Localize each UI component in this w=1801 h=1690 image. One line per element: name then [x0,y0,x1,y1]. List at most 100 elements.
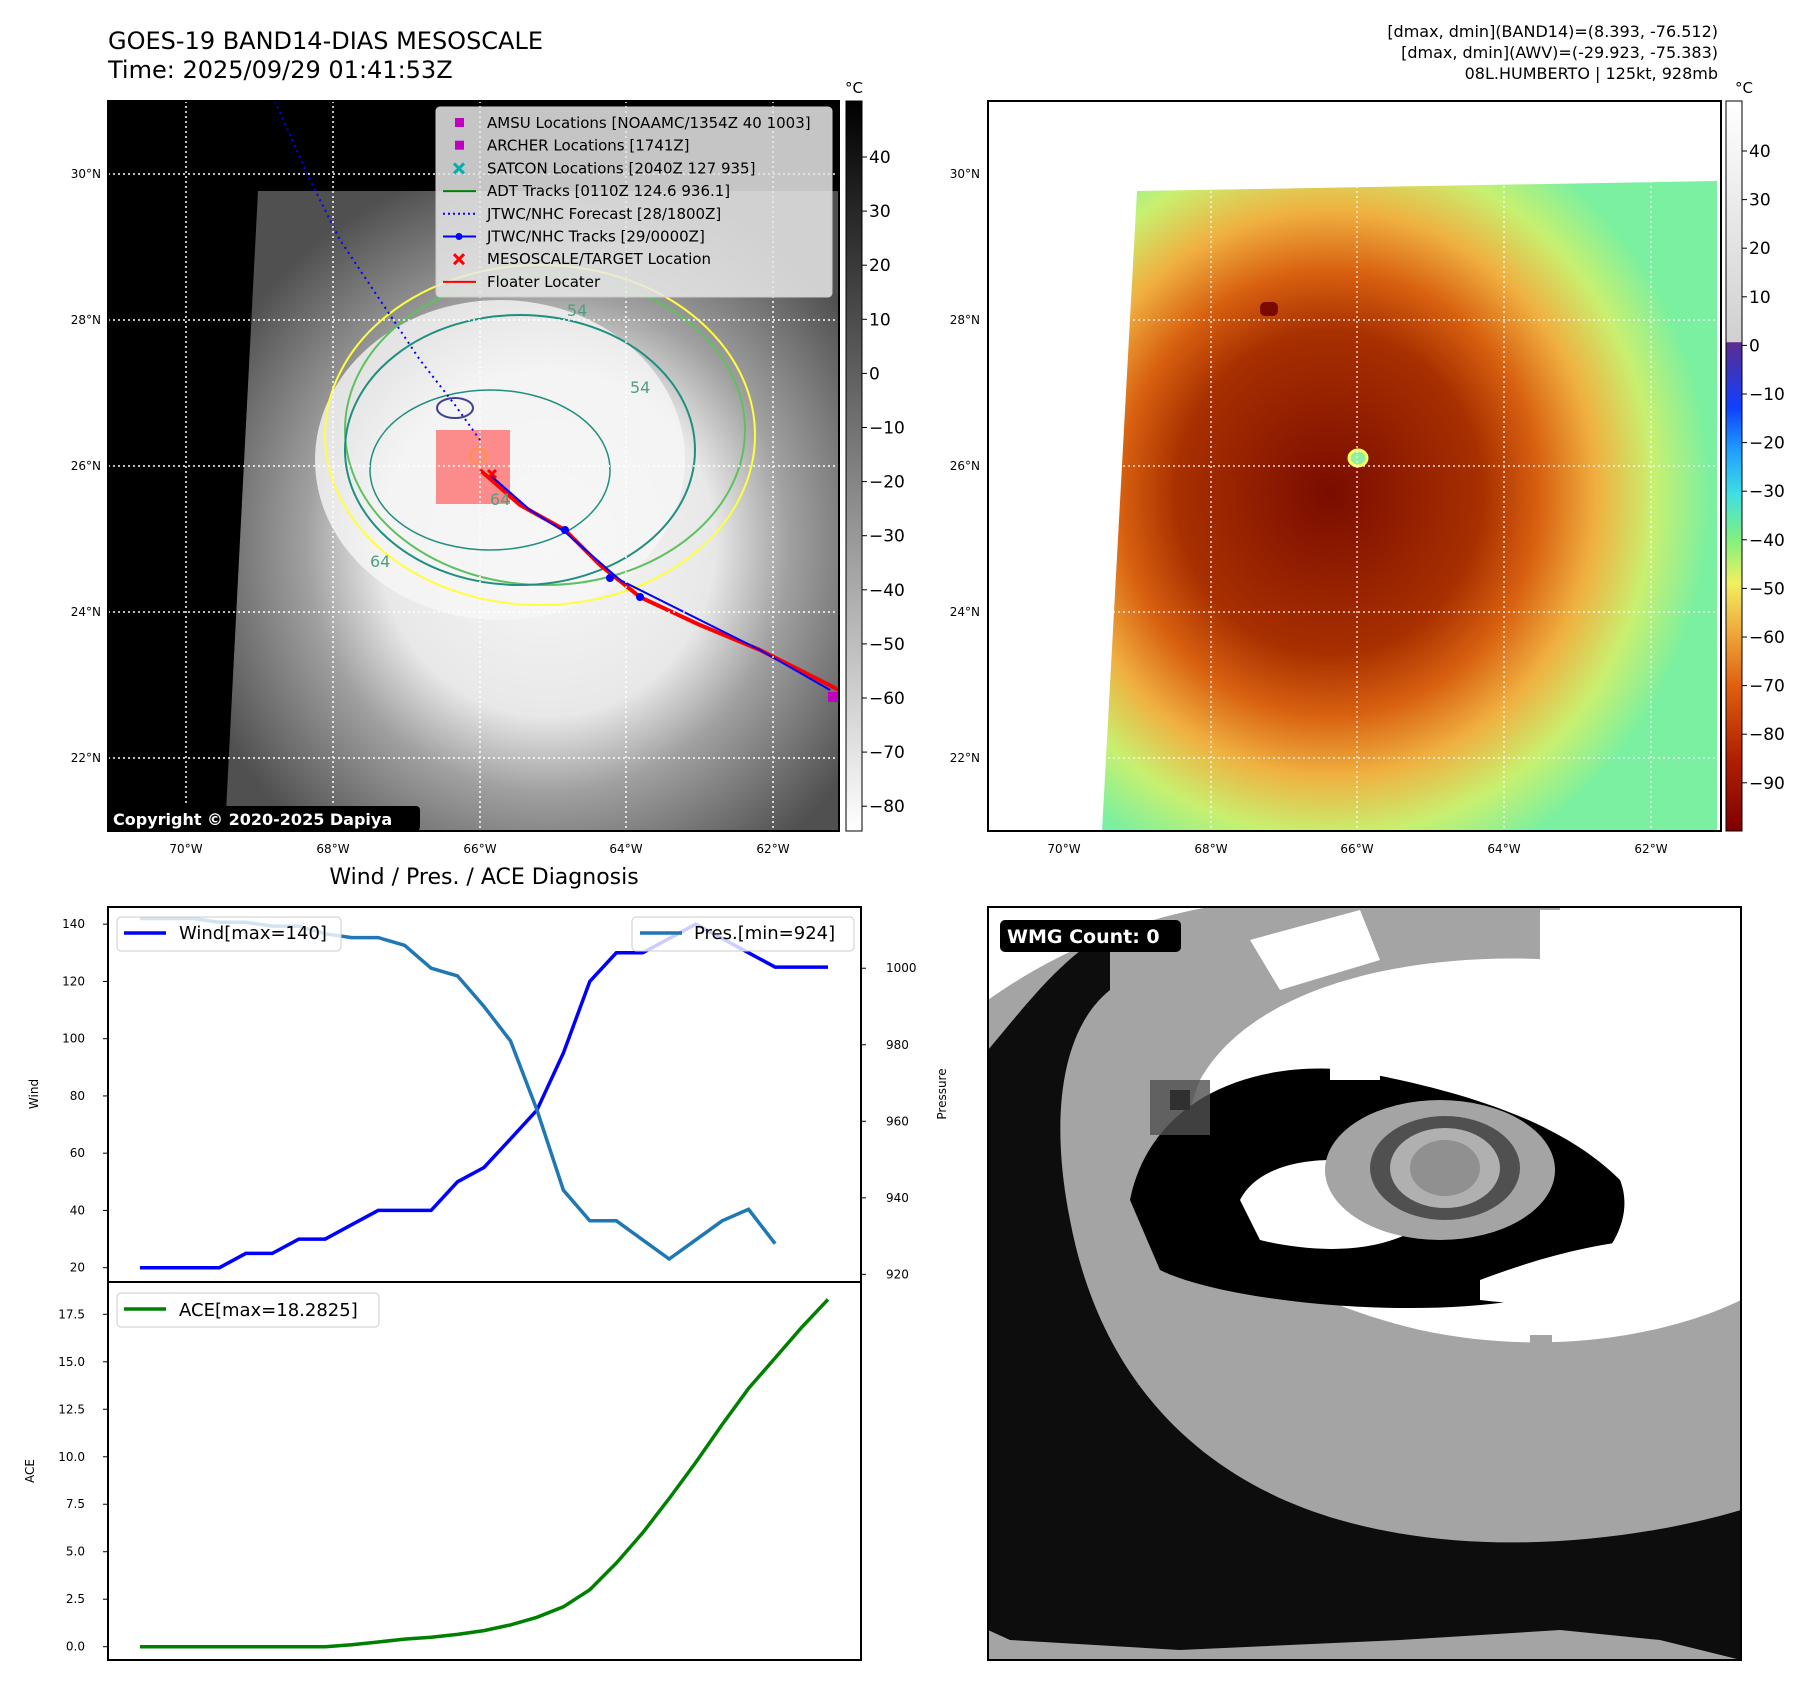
lon-label: 64°W [609,842,642,856]
figure-time: Time: 2025/09/29 01:41:53Z [108,56,453,84]
awv-map-panel [987,100,1722,832]
lon-label: 62°W [1634,842,1667,856]
lon-label: 68°W [1194,842,1227,856]
lat-label: 30°N [71,167,101,181]
colorbar-tick: −90 [1749,774,1785,794]
colorbar-tick: −70 [1749,677,1785,697]
lat-label: 24°N [71,605,101,619]
lon-label: 68°W [316,842,349,856]
colorbar-tick: −40 [1749,531,1785,551]
map-legend: AMSU Locations [NOAAMC/1354Z 40 1003] ARC… [435,106,833,298]
colorbar-tick: 20 [869,256,891,276]
colorbar-tick: −10 [1749,385,1785,405]
awv-satellite-swath [1102,181,1717,831]
lon-label: 70°W [1047,842,1080,856]
contour-teal [344,314,696,586]
ace-tick: 10.0 [58,1450,85,1464]
colorbar-tick: −10 [869,419,905,439]
lat-label: 28°N [71,313,101,327]
colorbar-tick: 30 [869,202,891,222]
lat-label: 26°N [950,459,980,473]
wind-axis-label: Wind [27,1079,41,1109]
wind-tick: 120 [62,974,85,988]
wind-legend-label: Wind[max=140] [179,923,327,944]
colorbar-tick: −20 [1749,434,1785,454]
target-marker [486,468,498,480]
ace-axis-label: ACE [23,1459,37,1483]
stats-band14: [dmax, dmin](BAND14)=(8.393, -76.512) [1387,22,1718,41]
lon-label: 64°W [1487,842,1520,856]
pressure-tick: 980 [886,1038,909,1052]
colorbar-left: °C 40 30 20 10 0 −10 −20 −30 −40 −50 −60 −70 −80 [845,79,905,832]
colorbar-tick: 30 [1749,191,1771,211]
ace-tick: 7.5 [66,1497,85,1511]
copyright-badge: Copyright © 2020-2025 Dapiya [108,806,420,831]
colorbar-tick: −40 [869,581,905,601]
legend-label: MESOSCALE/TARGET Location [487,250,711,268]
colorbar-tick: −50 [1749,579,1785,599]
forecast-track [274,101,481,441]
ace-tick: 17.5 [58,1307,85,1321]
colorbar-tick: −80 [869,797,905,817]
eye [1347,448,1369,468]
colorbar-tick: 0 [869,364,880,384]
stats-awv: [dmax, dmin](AWV)=(-29.923, -75.383) [1401,43,1718,62]
contour-label: 54 [567,301,587,320]
legend-label: ARCHER Locations [1741Z] [487,137,690,155]
map-gridlines [988,101,1721,831]
wind-tick: 40 [70,1203,85,1217]
colorbar-tick: −50 [869,635,905,655]
pressure-axis-label: Pressure [935,1068,949,1119]
colorbar-tick: 40 [869,148,891,168]
storm-info: 08L.HUMBERTO | 125kt, 928mb [1464,64,1718,83]
pressure-legend-label: Pres.[min=924] [694,923,835,944]
colorbar-tick: 10 [1749,288,1771,308]
lat-label: 26°N [71,459,101,473]
wind-tick: 60 [70,1146,85,1160]
contour-label: 64 [370,552,390,571]
colorbar-tick: 10 [869,310,891,330]
wind-tick: 80 [70,1089,85,1103]
ace-legend-label: ACE[max=18.2825] [179,1300,358,1321]
contour-label: 54 [630,378,650,397]
colorbar-right: °C 40 30 20 10 0 −10 −20 −30 −40 −50 −60 −70 −80 −90 [1725,79,1785,832]
colorbar-tick: −30 [1749,482,1785,502]
pressure-tick: 960 [886,1114,909,1128]
wmg-panel: WMG Count: 0 [987,906,1742,1661]
ace-tick: 0.0 [66,1640,85,1654]
ace-tick: 5.0 [66,1545,85,1559]
colorbar-tick: 0 [1749,336,1760,356]
wmg-black-region [988,930,1741,1660]
pressure-tick: 1000 [886,961,917,975]
colorbar-tick: −30 [869,527,905,547]
lon-label: 66°W [463,842,496,856]
ace-tick: 15.0 [58,1355,85,1369]
lon-label: 66°W [1340,842,1373,856]
legend-label: ADT Tracks [0110Z 124.6 936.1] [487,182,730,200]
figure-title: GOES-19 BAND14-DIAS MESOSCALE [108,27,544,55]
ace-tick: 2.5 [66,1592,85,1606]
legend-label: AMSU Locations [NOAAMC/1354Z 40 1003] [487,114,811,132]
wind-tick: 20 [70,1261,85,1275]
nhc-track [489,474,831,691]
pressure-tick: 920 [886,1267,909,1281]
legend-label: Floater Locater [487,273,601,291]
wind-tick: 100 [62,1032,85,1046]
lon-label: 70°W [169,842,202,856]
colorbar-tick: −20 [869,473,905,493]
floater-box [436,430,510,504]
ace-series-line [140,1298,830,1649]
colorbar-tick: 20 [1749,239,1771,259]
copyright-text: Copyright © 2020-2025 Dapiya [113,810,392,829]
ace-chart: 0.0 2.5 5.0 7.5 10.0 12.5 15.0 17.5 ACE[max=18.2… [23,1281,862,1661]
colorbar-left-unit: °C [845,79,863,97]
colorbar-tick: −80 [1749,725,1785,745]
ir-map-panel: 54 54 64 64 AMSU Locations [NOAAMC/1354Z… [107,100,840,832]
colorbar-tick: −60 [869,689,905,709]
colorbar-tick: −60 [1749,628,1785,648]
pressure-tick: 940 [886,1191,909,1205]
diagnosis-title: Wind / Pres. / ACE Diagnosis [329,865,638,890]
wmg-badge [1000,920,1181,952]
colorbar-tick: 40 [1749,142,1771,162]
legend-label: JTWC/NHC Forecast [28/1800Z] [486,205,721,223]
